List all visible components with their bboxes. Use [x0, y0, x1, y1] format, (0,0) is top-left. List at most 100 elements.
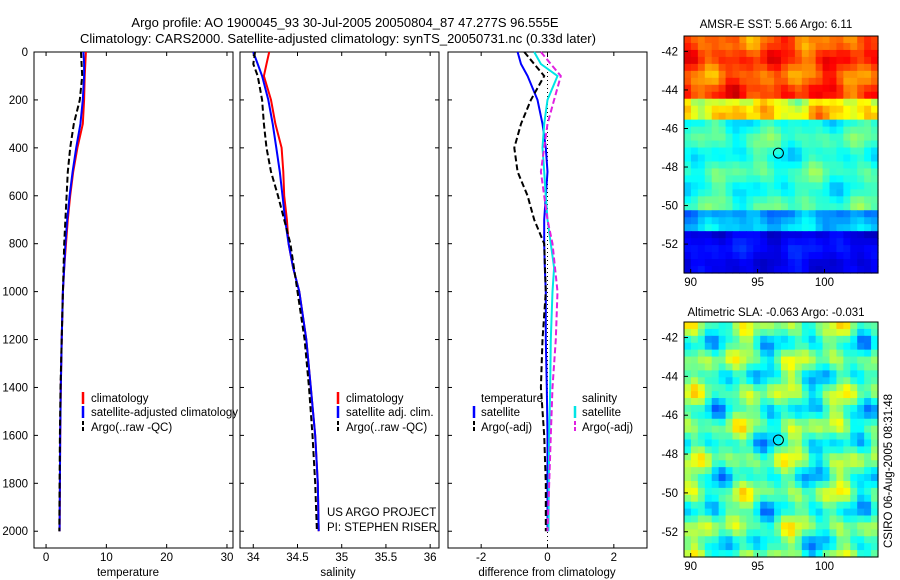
heatmap-cell [781, 91, 789, 100]
heatmap-cell [801, 98, 810, 107]
heatmap-cell [794, 238, 803, 246]
heatmap-cell [711, 42, 720, 51]
heatmap-cell [781, 322, 789, 330]
heatmap-cell [760, 175, 768, 183]
heatmap-cell [871, 147, 879, 156]
heatmap-cell [787, 168, 796, 177]
heatmap-cell [815, 231, 824, 239]
heatmap-cell [732, 322, 741, 330]
heatmap-cell [787, 398, 796, 406]
heatmap-cell [725, 105, 734, 114]
heatmap-cell [829, 453, 838, 461]
heatmap-cell [829, 119, 838, 128]
heatmap-cell [871, 133, 879, 142]
heatmap-cell [697, 112, 706, 121]
heatmap-cell [822, 112, 831, 121]
heatmap-cell [787, 112, 796, 121]
heatmap-cell [836, 259, 844, 267]
heatmap-cell [774, 446, 782, 454]
heatmap-cell [746, 328, 754, 337]
heatmap-cell [801, 474, 810, 482]
heatmap-cell [829, 252, 838, 260]
heatmap-cell [739, 98, 747, 107]
heatmap-cell [794, 543, 803, 551]
heatmap-cell [725, 224, 734, 232]
heatmap-cell [836, 349, 844, 358]
heatmap-cell [739, 105, 747, 114]
heatmap-cell [739, 196, 747, 204]
heatmap-cell [767, 487, 775, 496]
heatmap-cell [850, 411, 858, 420]
heatmap-cell [697, 322, 706, 330]
heatmap-cell [746, 342, 754, 351]
heatmap-cell [774, 384, 782, 392]
heatmap-cell [753, 91, 761, 100]
heatmap-cell [732, 196, 741, 204]
heatmap-cell [787, 322, 796, 330]
heatmap-cell [690, 363, 699, 371]
heatmap-cell [732, 77, 741, 86]
heatmap-cell [690, 384, 699, 392]
heatmap-cell [690, 550, 699, 558]
heatmap-cell [822, 217, 831, 225]
heatmap-cell [857, 487, 865, 496]
heatmap-cell [794, 175, 803, 183]
heatmap-cell [857, 63, 865, 72]
heatmap-cell [787, 147, 796, 156]
heatmap-cell [739, 453, 747, 461]
heatmap-cell [787, 49, 796, 58]
heatmap-cell [767, 245, 775, 253]
heatmap-cell [704, 70, 713, 79]
heatmap-cell [794, 453, 803, 461]
heatmap-cell [718, 425, 727, 434]
heatmap-cell [822, 56, 831, 65]
temperature-legend: climatology satellite-adjusted climatolo… [81, 392, 238, 434]
heatmap-cell [718, 154, 727, 163]
heatmap-cell [850, 543, 858, 551]
heatmap-cell [794, 77, 803, 86]
heatmap-cell [767, 91, 775, 100]
heatmap-cell [871, 377, 879, 385]
heatmap-cell [767, 418, 775, 427]
heatmap-cell [739, 418, 747, 427]
heatmap-cell [704, 480, 713, 489]
heatmap-cell [794, 203, 803, 211]
heatmap-cell [704, 508, 713, 517]
heatmap-cell [718, 515, 727, 524]
heatmap-cell [815, 384, 824, 392]
heatmap-cell [767, 494, 775, 503]
heatmap-cell [829, 536, 838, 544]
heatmap-cell [774, 418, 782, 427]
heatmap-cell [774, 119, 782, 128]
heatmap-cell [684, 231, 692, 239]
heatmap-cell [843, 175, 851, 183]
heatmap-cell [864, 224, 872, 232]
heatmap-cell [808, 411, 817, 420]
heatmap-cell [815, 377, 824, 385]
heatmap-cell [732, 480, 741, 489]
heatmap-cell [711, 91, 720, 100]
heatmap-cell [690, 84, 699, 93]
heatmap-cell [808, 266, 817, 274]
heatmap-cell [781, 335, 789, 344]
heatmap-cell [704, 494, 713, 503]
heatmap-cell [732, 425, 741, 434]
heatmap-cell [801, 453, 810, 461]
heatmap-cell [774, 189, 782, 197]
heatmap-cell [836, 245, 844, 253]
heatmap-cell [801, 342, 810, 351]
y-tick-label: -52 [661, 527, 678, 539]
heatmap-cell [801, 105, 810, 114]
heatmap-cell [774, 322, 782, 330]
heatmap-cell [871, 536, 879, 544]
heatmap-cell [864, 42, 872, 51]
heatmap-cell [711, 425, 720, 434]
heatmap-cell [808, 398, 817, 406]
heatmap-cell [725, 391, 734, 399]
heatmap-cell [767, 98, 775, 107]
heatmap-cell [732, 189, 741, 197]
heatmap-cell [871, 189, 879, 197]
heatmap-cell [850, 42, 858, 51]
heatmap-cell [857, 70, 865, 79]
heatmap-cell [829, 363, 838, 371]
